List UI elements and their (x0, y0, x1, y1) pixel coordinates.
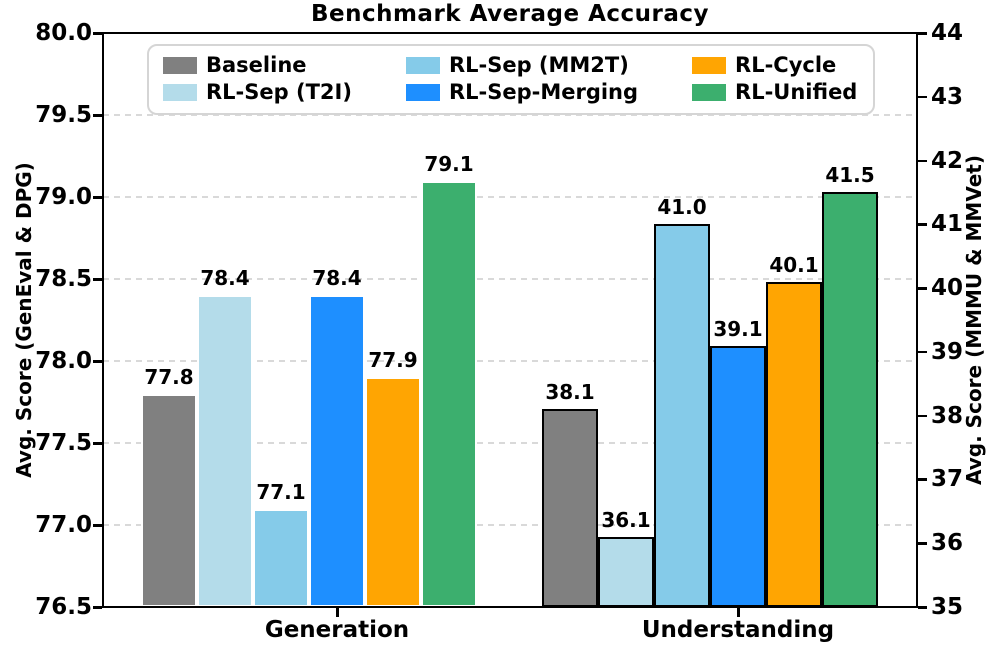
left-tick-label: 77.5 (35, 430, 92, 456)
legend-label-rl-sep-t2i: RL-Sep (T2I) (206, 80, 352, 104)
right-tick (918, 542, 927, 545)
legend-item-rl-sep-mm2t: RL-Sep (MM2T) (405, 53, 638, 77)
legend-item-rl-unified: RL-Unified (692, 80, 857, 104)
bar-understanding-baseline (542, 409, 598, 607)
left-tick (93, 278, 102, 281)
left-tick (93, 114, 102, 117)
bar-value-label: 36.1 (601, 507, 651, 532)
left-tick-label: 78.0 (35, 348, 92, 374)
left-tick (93, 32, 102, 35)
legend-item-rl-cycle: RL-Cycle (692, 53, 857, 77)
left-tick (93, 196, 102, 199)
right-tick-label: 35 (931, 594, 964, 620)
right-spine (916, 32, 918, 608)
bar-understanding-rl-cycle (766, 281, 822, 607)
right-tick-label: 37 (931, 466, 964, 493)
legend-swatch-rl-unified (692, 83, 727, 101)
legend-swatch-baseline (163, 56, 197, 74)
right-tick-label: 36 (931, 530, 964, 557)
right-tick-label: 40 (931, 275, 964, 302)
bar-value-label: 39.1 (713, 316, 763, 341)
right-tick (918, 95, 927, 99)
left-tick (93, 442, 102, 445)
legend-label-rl-cycle: RL-Cycle (735, 53, 837, 77)
bar-value-label: 78.4 (200, 266, 250, 291)
bottom-spine (103, 606, 917, 608)
bar-value-label: 79.1 (424, 151, 474, 176)
legend-item-baseline: Baseline (163, 53, 352, 77)
gridline-79.5 (103, 114, 917, 116)
bar-value-label: 41.5 (825, 163, 875, 188)
plot-area: Baseline RL-Sep (T2I) RL-Sep (MM2T) RL-S… (103, 33, 917, 607)
bar-understanding-rl-sep-mm2t- (654, 224, 710, 607)
bar-generation-rl-cycle (365, 377, 421, 607)
bar-understanding-rl-sep-t2i- (598, 536, 654, 607)
gridline-77 (103, 524, 917, 526)
right-tick (918, 159, 927, 163)
legend: Baseline RL-Sep (T2I) RL-Sep (MM2T) RL-S… (147, 44, 876, 115)
legend-item-rl-sep-merging: RL-Sep-Merging (405, 80, 639, 104)
legend-label-rl-sep-mm2t: RL-Sep (MM2T) (448, 53, 629, 77)
legend-label-rl-unified: RL-Unified (735, 80, 858, 104)
bar-generation-rl-sep-mm2t- (253, 508, 309, 607)
bar-value-label: 78.4 (312, 266, 362, 291)
left-tick (93, 606, 102, 609)
right-tick-label: 42 (931, 147, 964, 174)
left-tick-label: 76.5 (35, 594, 92, 620)
legend-item-rl-sep-t2i: RL-Sep (T2I) (163, 80, 352, 104)
x-category-label-generation: Generation (264, 617, 410, 643)
right-tick-label: 43 (931, 83, 964, 110)
right-tick (918, 478, 927, 481)
bar-generation-rl-sep-merging (309, 295, 365, 607)
x-tick-generation (336, 608, 339, 617)
left-spine (102, 32, 104, 608)
right-tick (918, 606, 927, 609)
gridline-78.5 (103, 278, 917, 280)
right-tick-label: 41 (931, 211, 964, 238)
bar-value-label: 41.0 (657, 195, 707, 220)
chart-title: Benchmark Average Accuracy (310, 1, 710, 27)
left-tick-label: 78.5 (35, 266, 92, 292)
right-axis-title: Avg. Score (MMMU & MMVet) (962, 155, 986, 485)
bar-value-label: 77.1 (256, 479, 306, 504)
left-tick-label: 79.0 (35, 184, 92, 210)
legend-label-baseline: Baseline (206, 53, 307, 77)
left-tick-label: 80.0 (35, 20, 92, 46)
left-tick-label: 79.5 (35, 102, 92, 128)
right-tick (918, 414, 927, 418)
left-tick (93, 524, 102, 527)
gridline-77.5 (103, 442, 917, 444)
x-category-label-understanding: Understanding (641, 617, 835, 643)
legend-swatch-rl-sep-merging (405, 83, 440, 101)
right-tick-label: 39 (931, 338, 964, 365)
bar-generation-baseline (141, 393, 197, 607)
gridline-78 (103, 360, 917, 362)
bar-generation-rl-sep-t2i- (197, 295, 253, 607)
gridline-79 (103, 196, 917, 198)
bar-understanding-rl-sep-merging (710, 345, 766, 607)
bar-generation-rl-unified (421, 180, 477, 607)
x-tick-understanding (737, 608, 740, 617)
bar-understanding-rl-unified (822, 192, 878, 607)
bar-value-label: 40.1 (769, 252, 819, 277)
left-tick (93, 360, 102, 363)
bar-value-label: 77.8 (144, 364, 194, 389)
bar-value-label: 77.9 (368, 348, 418, 373)
legend-swatch-rl-cycle (692, 56, 727, 74)
top-spine (103, 32, 917, 34)
legend-label-rl-sep-merging: RL-Sep-Merging (448, 80, 639, 104)
right-tick (918, 32, 927, 35)
right-tick (918, 350, 927, 354)
right-tick-label: 44 (931, 20, 964, 46)
right-tick (918, 287, 927, 290)
right-tick-label: 38 (931, 402, 964, 429)
bar-value-label: 38.1 (545, 380, 595, 405)
legend-swatch-rl-sep-mm2t (405, 56, 440, 74)
legend-swatch-rl-sep-t2i (163, 83, 197, 101)
left-tick-label: 77.0 (35, 512, 92, 538)
right-tick (918, 223, 927, 226)
